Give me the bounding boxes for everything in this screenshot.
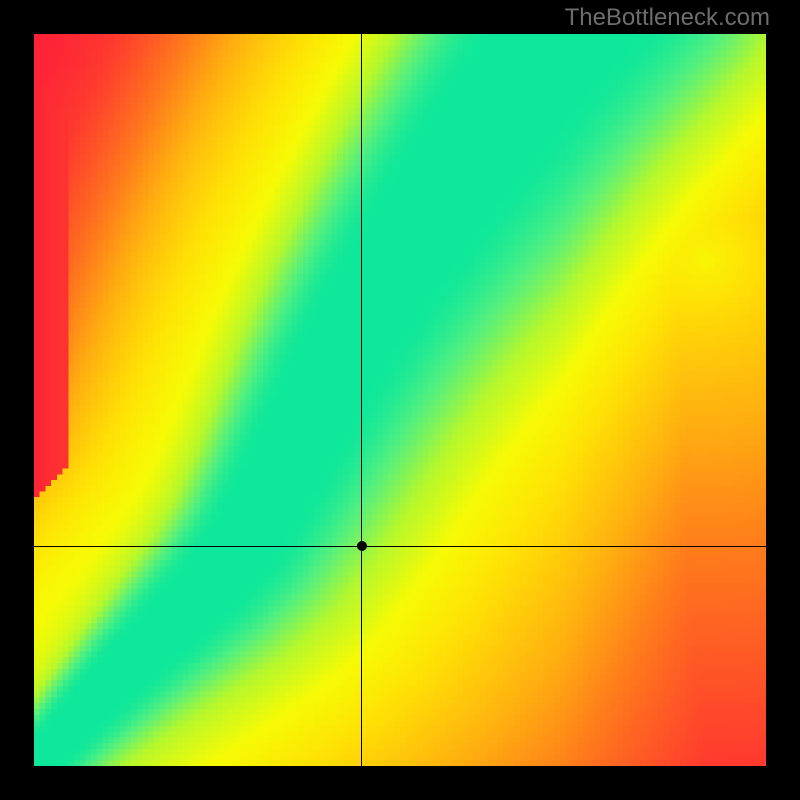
crosshair-horizontal [34,546,766,547]
crosshair-vertical [361,34,362,766]
bottleneck-heatmap [34,34,766,766]
chart-root: TheBottleneck.com [0,0,800,800]
watermark-text: TheBottleneck.com [565,4,770,32]
